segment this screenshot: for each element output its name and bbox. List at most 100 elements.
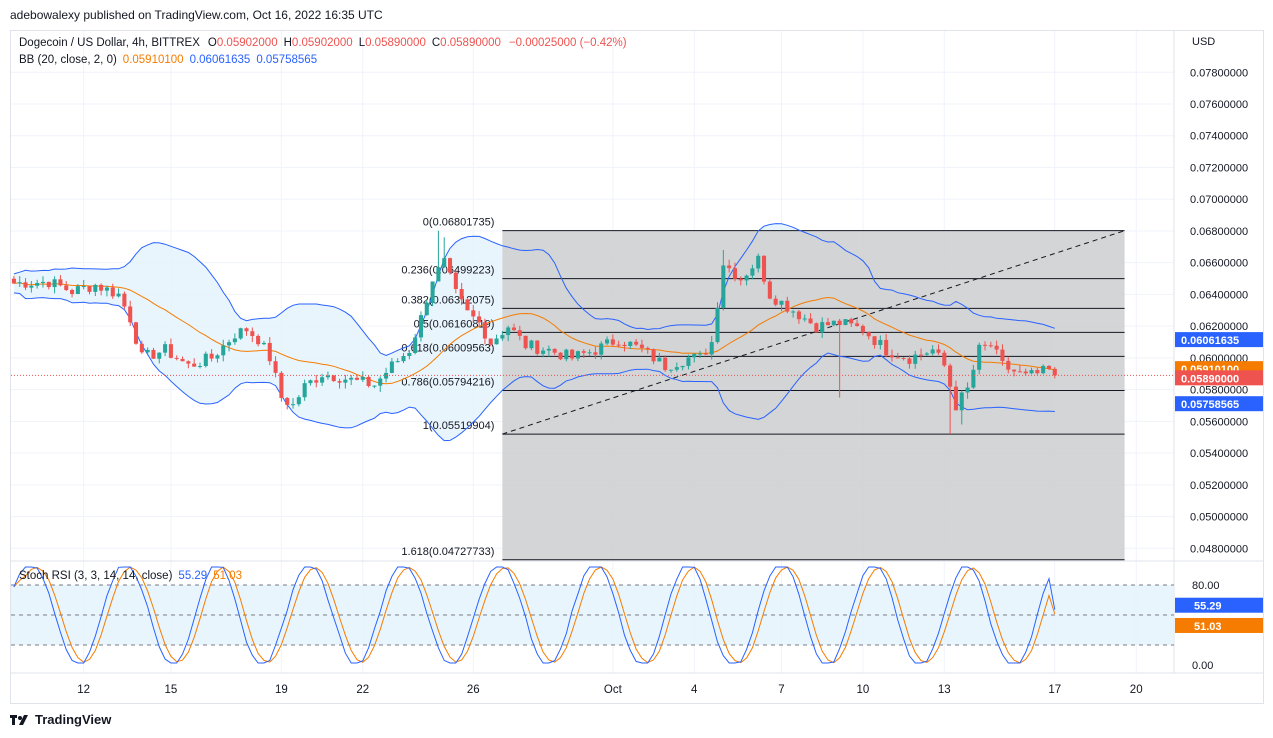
candle: [1046, 365, 1052, 370]
fib-level-label: 1(0.05519904): [423, 420, 495, 432]
candle-body: [116, 293, 121, 297]
candle: [651, 348, 656, 365]
price-badge-label: 0.05758565: [1181, 399, 1239, 411]
candle: [296, 395, 301, 407]
candle: [529, 339, 534, 351]
candle-body: [139, 343, 144, 353]
bb-legend: BB (20, close, 2, 0) 0.05910100 0.06061635…: [19, 54, 317, 66]
candle-body: [953, 386, 958, 411]
candle-body: [558, 352, 563, 360]
candle: [81, 279, 86, 290]
candle: [907, 355, 912, 369]
price-tick-label: 0.04800000: [1190, 543, 1248, 555]
candle-body: [727, 265, 732, 269]
candle-body: [227, 342, 232, 346]
candle: [663, 355, 668, 372]
candle: [320, 373, 325, 386]
candle-body: [738, 278, 743, 281]
legend-symbol: Dogecoin / US Dollar, 4h, BITTREX: [19, 37, 200, 49]
candle: [40, 276, 46, 288]
price-tick-label: 0.07400000: [1190, 131, 1248, 143]
candle: [308, 379, 313, 386]
candle: [837, 318, 842, 398]
price-chart[interactable]: 0(0.06801735) 0.236(0.06499223) 0.382(0.06…: [11, 31, 1264, 704]
candle: [744, 274, 749, 286]
legend-h-value: 0.05902000: [292, 37, 353, 49]
candle: [686, 354, 691, 370]
candle-body: [628, 341, 633, 347]
tradingview-logo-icon: [10, 714, 28, 725]
candle: [488, 338, 493, 347]
candle: [634, 339, 639, 347]
candle: [23, 278, 28, 291]
candle-body: [325, 375, 330, 378]
candle: [727, 259, 732, 273]
candle-body: [825, 322, 831, 326]
price-tick-label: 0.07800000: [1190, 67, 1248, 79]
candle: [477, 311, 482, 328]
candle-body: [1052, 368, 1057, 376]
candle-body: [70, 289, 75, 294]
candle: [558, 352, 563, 361]
candle-body: [1046, 365, 1052, 369]
candle-body: [511, 327, 517, 331]
candle: [267, 337, 272, 366]
candle: [622, 341, 627, 352]
candle-body: [430, 281, 435, 304]
candle-body: [866, 332, 871, 337]
candle-body: [308, 380, 313, 384]
candle-body: [436, 267, 441, 282]
rsi-tick-label: 80.00: [1192, 580, 1220, 592]
candle-body: [1029, 370, 1034, 374]
candle: [273, 356, 278, 378]
candle-body: [541, 350, 546, 354]
fib-level-label: 1.618(0.04727733): [401, 546, 494, 558]
candle-body: [878, 339, 883, 346]
candle-body: [215, 355, 220, 359]
candle: [163, 341, 168, 357]
ohlc-legend: Dogecoin / US Dollar, 4h, BITTREX O0.0590…: [19, 37, 627, 49]
rsi-k-badge-bg: [1175, 597, 1263, 613]
candle-body: [209, 353, 214, 359]
fib-level-label: 0.5(0.06160819): [414, 318, 495, 330]
candle: [820, 317, 825, 338]
fib-level-label: 0.236(0.06499223): [401, 265, 494, 277]
candle-body: [75, 286, 80, 294]
candle: [35, 279, 40, 289]
candle: [145, 347, 150, 356]
candle-body: [104, 287, 109, 291]
candle: [645, 346, 650, 354]
candle: [721, 249, 726, 311]
candles: [11, 230, 1057, 435]
rsi-legend: Stoch RSI (3, 3, 14, 14, close) 55.29 51.0…: [19, 570, 242, 582]
candle-body: [453, 272, 458, 289]
candle-body: [523, 335, 528, 349]
bb-basis-line: [13, 282, 1055, 385]
candle: [872, 336, 877, 349]
candle-body: [599, 343, 604, 355]
candle: [215, 353, 220, 363]
price-tick-label: 0.05600000: [1190, 416, 1248, 428]
candle-body: [680, 365, 685, 368]
candle-body: [721, 265, 726, 309]
candle: [128, 300, 133, 326]
candle-body: [197, 366, 203, 368]
candle-body: [174, 357, 179, 359]
candle-body: [668, 369, 674, 371]
candle: [482, 318, 487, 345]
candle-body: [936, 349, 941, 353]
candle-body: [1006, 360, 1011, 370]
chart-panel[interactable]: 0(0.06801735) 0.236(0.06499223) 0.382(0.06…: [10, 30, 1264, 704]
candle: [913, 350, 918, 369]
candle-body: [413, 337, 418, 353]
candle: [360, 371, 365, 383]
candle: [314, 375, 319, 388]
candle-body: [674, 367, 679, 370]
stoch-rsi-pane: Stoch RSI (3, 3, 14, 14, close) 55.29 51.0…: [11, 566, 1263, 672]
candle-body: [837, 320, 842, 326]
candle-body: [895, 357, 900, 359]
candle-body: [639, 344, 644, 348]
candle-body: [343, 379, 348, 383]
candle-body: [651, 349, 656, 362]
candle-body: [796, 311, 801, 320]
